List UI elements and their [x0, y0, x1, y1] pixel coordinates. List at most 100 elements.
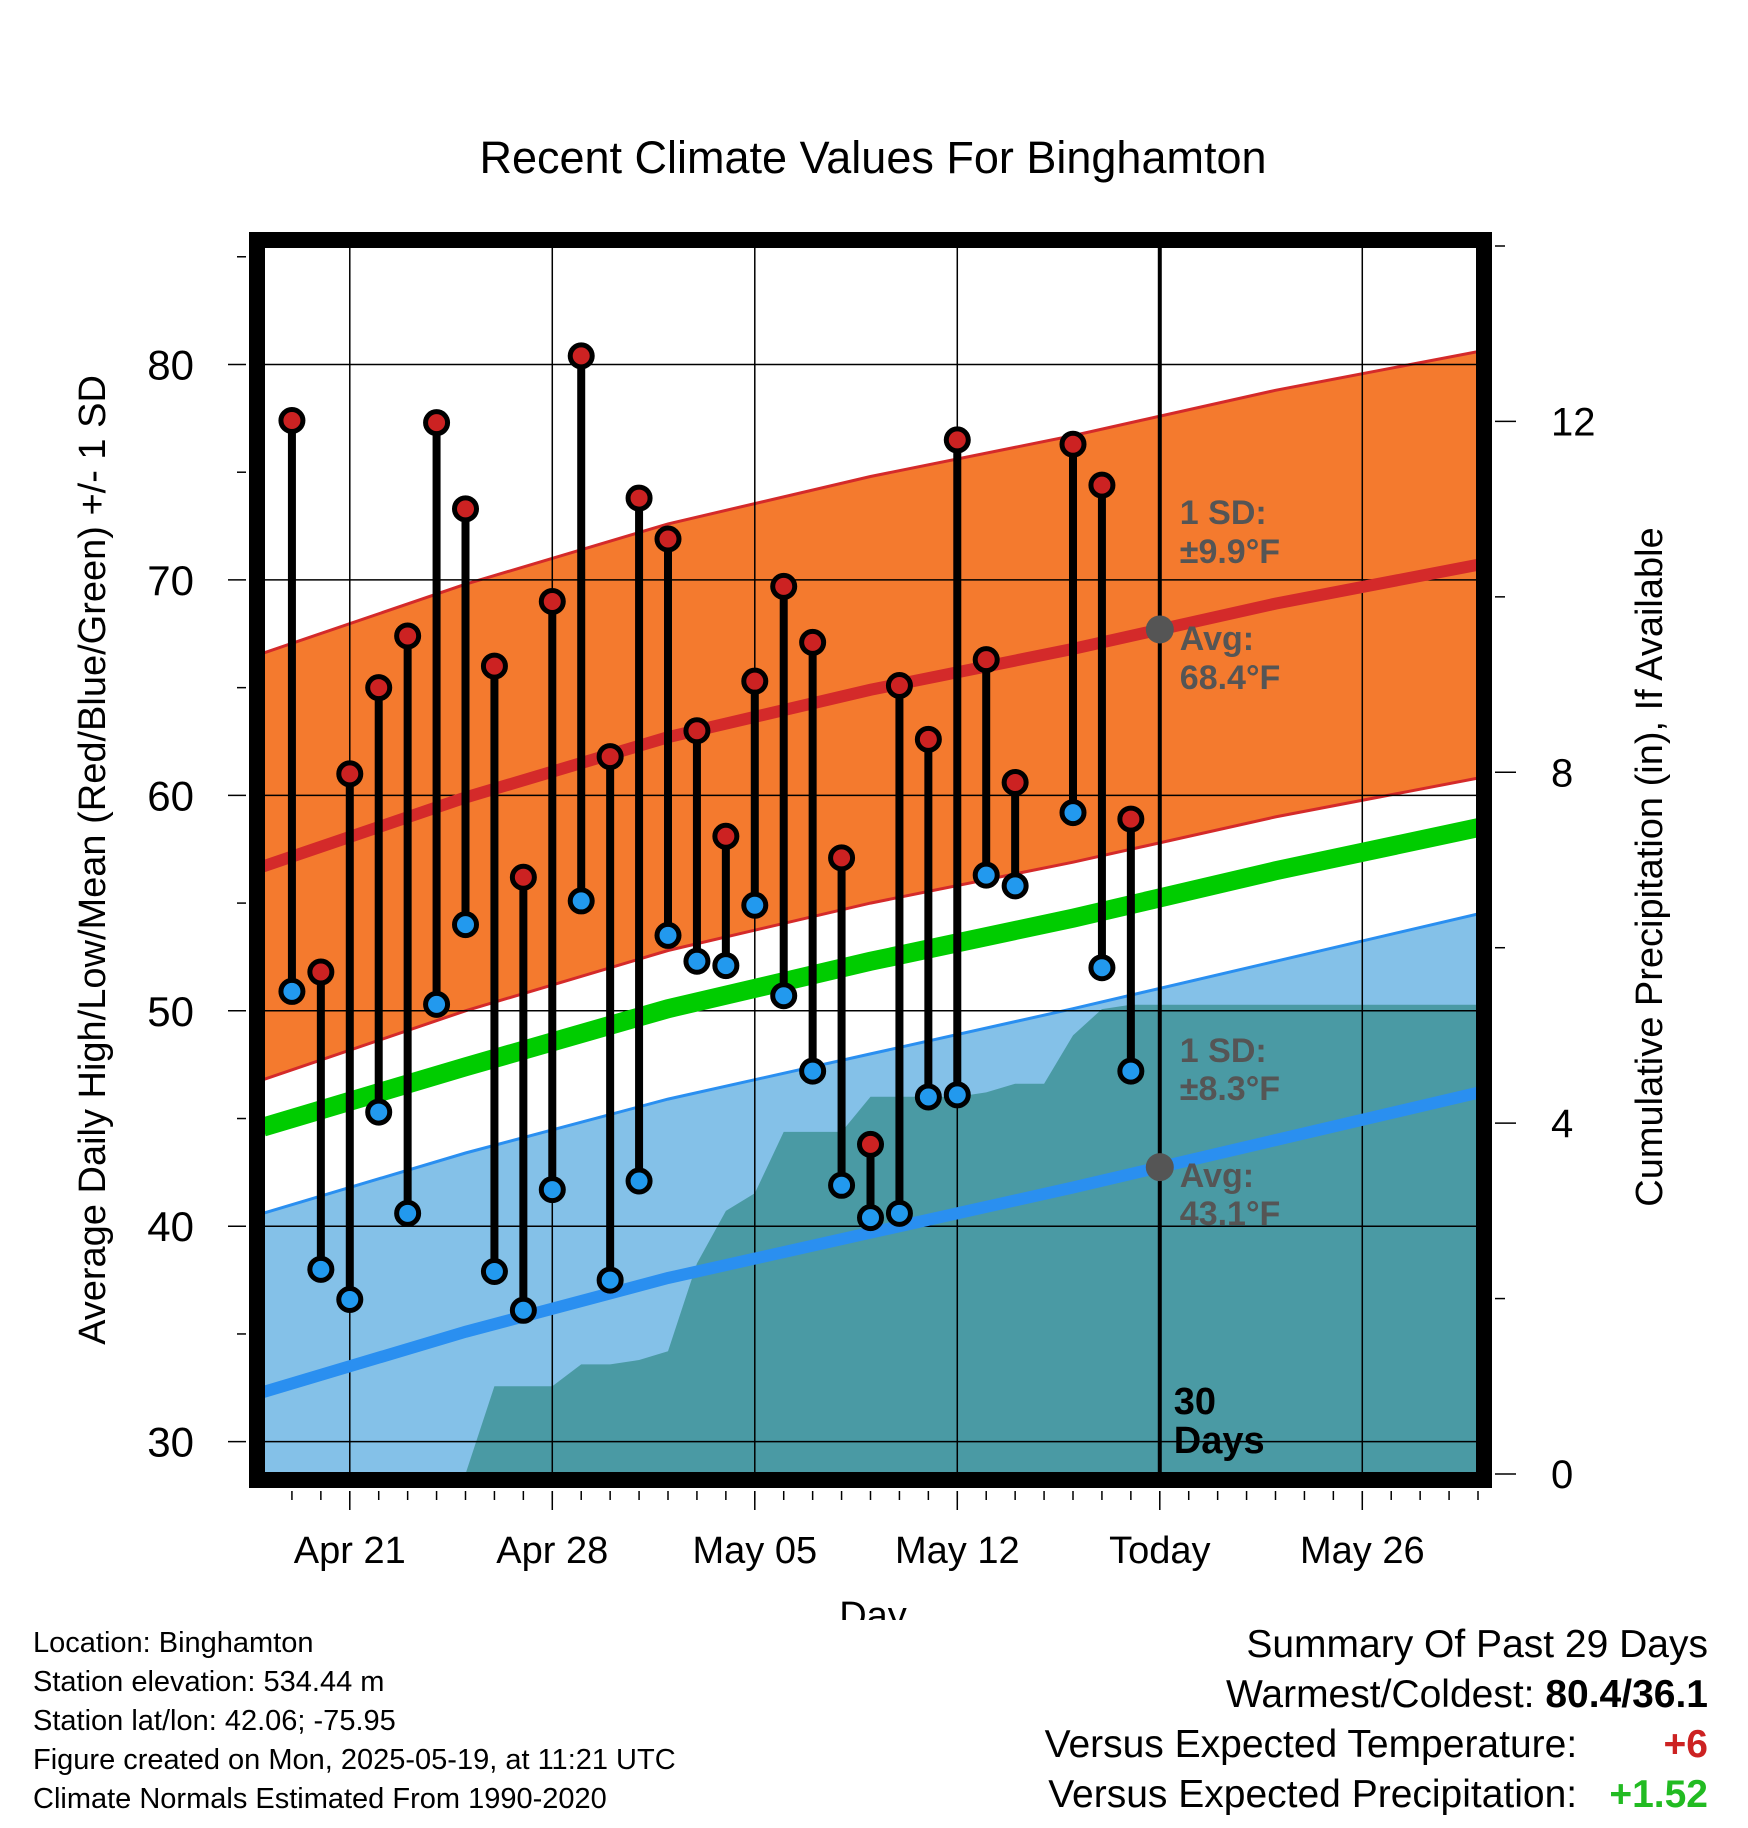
low-avg-value: 43.1°F	[1180, 1195, 1281, 1233]
daily-low-point	[828, 1171, 856, 1199]
latlon-line: Station lat/lon: 42.06; -75.95	[33, 1705, 396, 1737]
daily-high-point	[336, 760, 364, 788]
daily-low-point	[423, 990, 451, 1018]
created-line: Figure created on Mon, 2025-05-19, at 11…	[33, 1744, 676, 1776]
daily-low-point	[278, 977, 306, 1005]
low-sd-label: 1 SD:	[1180, 1032, 1267, 1070]
daily-low-point	[365, 1098, 393, 1126]
temp-value: +6	[1663, 1723, 1708, 1766]
high-sd-band	[263, 351, 1478, 1080]
y2-tick-label: 12	[1551, 400, 1596, 444]
y2-tick-label: 0	[1551, 1453, 1573, 1497]
x-tick-label: Apr 28	[496, 1530, 608, 1572]
y-tick-label: 50	[147, 988, 194, 1035]
daily-high-point	[943, 426, 971, 454]
daily-high-point	[1088, 471, 1116, 499]
y2-tick-label: 8	[1551, 751, 1573, 795]
daily-high-point	[480, 652, 508, 680]
warm-cold-value: 80.4/36.1	[1545, 1673, 1708, 1716]
axes: 30 40 50 60 70 80 0 4 8 12 Apr 21 Apr 28 May 05 May 1…	[72, 232, 1671, 1620]
y2-tick-label: 4	[1551, 1102, 1573, 1146]
daily-low-point	[307, 1255, 335, 1283]
summary-row-temp: Versus Expected Temperature: +6	[1045, 1720, 1708, 1770]
climate-chart: Recent Climate Values For Binghamton 1 S…	[72, 132, 1671, 1620]
daily-high-point	[1001, 768, 1029, 796]
today-low-normal-marker	[1145, 1153, 1174, 1182]
x-tick-label: Apr 21	[294, 1530, 406, 1572]
elevation-line: Station elevation: 534.44 m	[33, 1666, 385, 1698]
daily-high-point	[885, 671, 913, 699]
daily-low-point	[943, 1081, 971, 1109]
x-tick-label: May 05	[692, 1530, 817, 1572]
daily-low-point	[1059, 799, 1087, 827]
daily-low-point	[480, 1257, 508, 1285]
daily-high-point	[567, 342, 595, 370]
y2-axis-title: Cumulative Precipitation (in), If Availa…	[1629, 527, 1671, 1206]
x-tick-label: May 12	[895, 1530, 1020, 1572]
daily-high-point	[712, 822, 740, 850]
high-avg-label: Avg:	[1180, 620, 1254, 658]
precip-value: +1.52	[1609, 1773, 1708, 1816]
daily-low-point	[625, 1167, 653, 1195]
summary-row-warm-cold: Warmest/Coldest: 80.4/36.1	[1045, 1670, 1708, 1720]
daily-high-point	[914, 725, 942, 753]
mean-normal-line	[263, 818, 1478, 1137]
daily-high-point	[509, 863, 537, 891]
daily-low-point	[596, 1266, 624, 1294]
daily-high-point	[278, 407, 306, 435]
summary-row-precip: Versus Expected Precipitation: +1.52	[1045, 1770, 1708, 1820]
daily-high-point	[828, 844, 856, 872]
y-tick-label: 40	[147, 1203, 194, 1250]
temp-label: Versus Expected Temperature:	[1044, 1723, 1578, 1766]
warm-cold-label: Warmest/Coldest:	[1226, 1673, 1535, 1716]
summary-panel: Summary Of Past 29 Days Warmest/Coldest:…	[1045, 1620, 1708, 1820]
daily-low-point	[857, 1204, 884, 1232]
daily-low-point	[1088, 954, 1116, 982]
daily-low-point	[914, 1083, 942, 1111]
daily-high-point	[770, 572, 798, 600]
daily-low-point	[654, 921, 682, 949]
daily-low-point	[1001, 872, 1029, 900]
daily-high-point	[625, 484, 653, 512]
daily-high-point	[857, 1130, 884, 1158]
daily-low-point	[885, 1199, 913, 1227]
low-avg-label: Avg:	[1180, 1157, 1254, 1195]
daily-high-point	[596, 743, 624, 771]
daily-low-point	[799, 1057, 827, 1085]
y-tick-label: 30	[147, 1419, 194, 1466]
y-tick-label: 60	[147, 772, 194, 819]
daily-low-point	[336, 1285, 364, 1313]
daily-low-point	[567, 887, 595, 915]
days-number-label: 30	[1174, 1381, 1216, 1423]
daily-high-point	[1059, 430, 1087, 458]
daily-high-point	[1117, 805, 1145, 833]
daily-high-point	[423, 409, 451, 437]
daily-high-point	[741, 667, 769, 695]
daily-high-point	[654, 525, 682, 553]
high-sd-value: ±9.9°F	[1180, 533, 1280, 571]
days-word-label: Days	[1174, 1420, 1265, 1462]
daily-low-point	[538, 1176, 566, 1204]
today-high-normal-marker	[1145, 615, 1174, 644]
daily-high-point	[307, 958, 335, 986]
low-band-upper-edge	[263, 912, 1478, 1215]
daily-high-point	[538, 587, 566, 615]
daily-low-point	[770, 982, 798, 1010]
daily-high-point	[394, 622, 422, 650]
daily-low-point	[1117, 1057, 1145, 1085]
daily-high-point	[799, 628, 827, 656]
normals-line: Climate Normals Estimated From 1990-2020	[33, 1783, 607, 1815]
daily-high-point	[683, 717, 711, 745]
high-avg-value: 68.4°F	[1180, 659, 1281, 697]
location-line: Location: Binghamton	[33, 1627, 314, 1659]
x-tick-label: Today	[1109, 1530, 1210, 1572]
x-axis-title: Day	[839, 1595, 907, 1620]
x-tick-label: May 26	[1300, 1530, 1425, 1572]
station-info: Location: Binghamton Station elevation: …	[33, 1624, 676, 1819]
precip-label: Versus Expected Precipitation:	[1048, 1773, 1578, 1816]
daily-low-point	[394, 1199, 422, 1227]
daily-high-point	[452, 495, 479, 523]
high-sd-label: 1 SD:	[1180, 494, 1267, 532]
